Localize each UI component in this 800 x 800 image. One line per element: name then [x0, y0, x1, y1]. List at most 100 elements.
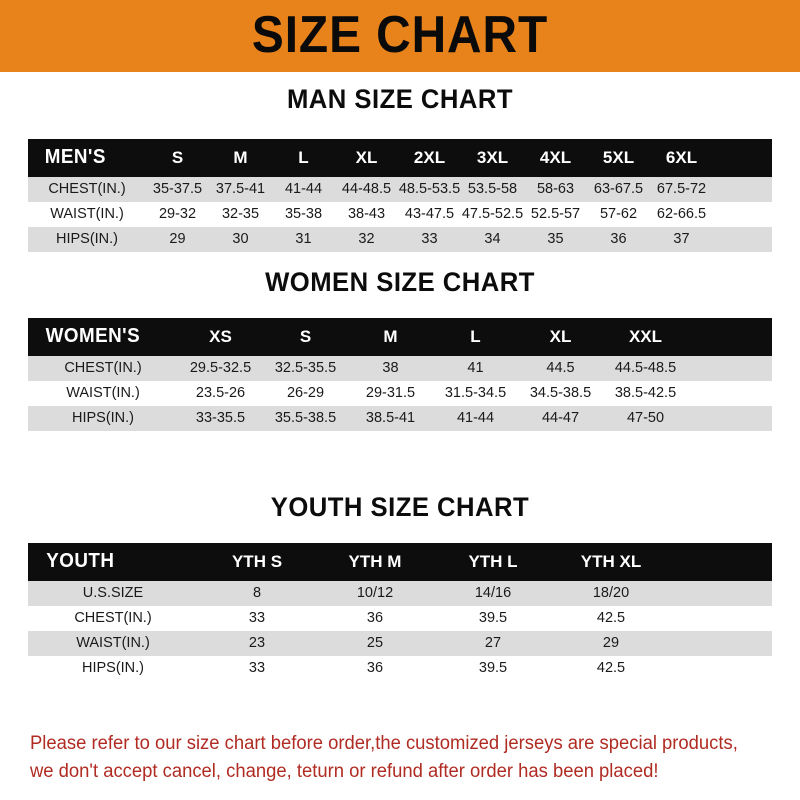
women-row-filler [688, 381, 772, 406]
men-column-header-1: S [171, 147, 184, 167]
women-column-header-4: L [470, 326, 481, 346]
youth-column-header-3: YTH L [468, 551, 518, 571]
men-column-header-8: 5XL [602, 147, 635, 167]
men-row-label-2: WAIST(IN.) [50, 206, 124, 222]
page-title: SIZE CHART [251, 6, 549, 64]
men-column-header-2: M [233, 147, 248, 167]
men-column-header-5: 2XL [413, 147, 446, 167]
youth-cell-r1-c2: 10/12 [356, 585, 394, 601]
youth-cell-r3-c4: 29 [602, 635, 620, 651]
table-row: CHEST(IN.) 35-37.5 37.5-41 41-44 44-48.5 48.5… [28, 177, 772, 202]
men-corner-label: MEN'S [44, 146, 106, 168]
table-row: WAIST(IN.) 29-32 32-35 35-38 38-43 43-47.5 47.… [28, 202, 772, 227]
table-row: WAIST(IN.) 23 25 27 29 [28, 631, 772, 656]
women-cell-r1-c2: 32.5-35.5 [274, 360, 337, 376]
men-cell-r2-c2: 32-35 [221, 206, 260, 222]
women-cell-r1-c1: 29.5-32.5 [189, 360, 252, 376]
table-row: CHEST(IN.) 33 36 39.5 42.5 [28, 606, 772, 631]
women-table-body: CHEST(IN.) 29.5-32.5 32.5-35.5 38 41 44.5 44.5… [28, 356, 772, 431]
men-header-row: MEN'S S M L XL 2XL 3XL 4XL 5XL 6XL [28, 139, 772, 177]
youth-table-body: U.S.SIZE 8 10/12 14/16 18/20 CHEST(IN.) 33 36 39… [28, 581, 772, 681]
youth-header-filler [670, 543, 772, 581]
women-cell-r1-c3: 38 [382, 360, 399, 376]
table-row: HIPS(IN.) 29 30 31 32 33 34 35 36 37 [28, 227, 772, 252]
women-cell-r2-c1: 23.5-26 [195, 385, 246, 401]
men-header-filler [713, 139, 772, 177]
men-column-header-4: XL [355, 147, 378, 167]
youth-row-label-2: CHEST(IN.) [74, 610, 152, 626]
women-size-table: WOMEN'S XS S M L XL XXL CHEST(IN.) 29.5-32.5 32.… [28, 318, 772, 431]
youth-cell-r1-c1: 8 [252, 585, 262, 601]
men-cell-r3-c6: 34 [484, 231, 501, 247]
table-row: CHEST(IN.) 29.5-32.5 32.5-35.5 38 41 44.5 44.5… [28, 356, 772, 381]
women-cell-r2-c5: 34.5-38.5 [529, 385, 592, 401]
table-row: HIPS(IN.) 33-35.5 35.5-38.5 38.5-41 41-44 44-… [28, 406, 772, 431]
men-table-body: CHEST(IN.) 35-37.5 37.5-41 41-44 44-48.5 48.5… [28, 177, 772, 252]
youth-column-header-1: YTH S [231, 551, 283, 571]
header-banner: SIZE CHART [0, 0, 800, 72]
disclaimer-text: Please refer to our size chart before or… [30, 730, 756, 786]
youth-row-label-3: WAIST(IN.) [76, 635, 150, 651]
women-row-filler [688, 356, 772, 381]
men-column-header-3: L [298, 147, 309, 167]
men-row-filler [713, 177, 772, 202]
section-title-youth: YOUTH SIZE CHART [270, 492, 530, 522]
women-table-head: WOMEN'S XS S M L XL XXL [28, 318, 772, 356]
youth-row-filler [670, 631, 772, 656]
youth-table-head: YOUTH YTH S YTH M YTH L YTH XL [28, 543, 772, 581]
men-cell-r1-c2: 37.5-41 [215, 181, 266, 197]
men-column-header-9: 6XL [665, 147, 698, 167]
women-column-header-2: S [299, 326, 312, 346]
youth-column-header-2: YTH M [348, 551, 402, 571]
women-cell-r3-c2: 35.5-38.5 [274, 410, 337, 426]
youth-cell-r2-c2: 36 [366, 610, 384, 626]
men-cell-r3-c1: 29 [169, 231, 186, 247]
youth-row-filler [670, 606, 772, 631]
men-cell-r1-c1: 35-37.5 [152, 181, 203, 197]
women-row-filler [688, 406, 772, 431]
men-cell-r3-c5: 33 [421, 231, 438, 247]
youth-cell-r2-c4: 42.5 [596, 610, 626, 626]
youth-cell-r4-c3: 39.5 [478, 660, 508, 676]
disclaimer-line-1: Please refer to our size chart before or… [30, 733, 738, 754]
disclaimer-line-2: we don't accept cancel, change, teturn o… [30, 761, 659, 782]
men-cell-r2-c5: 43-47.5 [404, 206, 455, 222]
table-row: HIPS(IN.) 33 36 39.5 42.5 [28, 656, 772, 681]
youth-row-label-1: U.S.SIZE [82, 585, 144, 601]
women-cell-r3-c1: 33-35.5 [195, 410, 246, 426]
women-cell-r3-c6: 47-50 [626, 410, 665, 426]
men-table-head: MEN'S S M L XL 2XL 3XL 4XL 5XL 6XL [28, 139, 772, 177]
men-cell-r1-c4: 44-48.5 [341, 181, 392, 197]
men-row-label-3: HIPS(IN.) [55, 231, 119, 247]
youth-cell-r1-c3: 14/16 [474, 585, 512, 601]
youth-cell-r4-c4: 42.5 [596, 660, 626, 676]
men-cell-r3-c9: 37 [673, 231, 690, 247]
women-header-filler [688, 318, 772, 356]
youth-cell-r3-c2: 25 [366, 635, 384, 651]
women-header-row: WOMEN'S XS S M L XL XXL [28, 318, 772, 356]
men-cell-r2-c7: 52.5-57 [530, 206, 581, 222]
men-cell-r3-c2: 30 [232, 231, 249, 247]
table-row: WAIST(IN.) 23.5-26 26-29 29-31.5 31.5-34.5 34… [28, 381, 772, 406]
women-cell-r3-c3: 38.5-41 [365, 410, 416, 426]
men-cell-r3-c3: 31 [295, 231, 312, 247]
men-cell-r2-c6: 47.5-52.5 [461, 206, 524, 222]
men-cell-r1-c3: 41-44 [284, 181, 323, 197]
men-row-filler [713, 202, 772, 227]
men-cell-r1-c8: 63-67.5 [593, 181, 644, 197]
women-cell-r2-c6: 38.5-42.5 [614, 385, 677, 401]
women-column-header-1: XS [209, 326, 232, 346]
men-cell-r1-c6: 53.5-58 [467, 181, 518, 197]
women-column-header-6: XXL [628, 326, 663, 346]
table-row: U.S.SIZE 8 10/12 14/16 18/20 [28, 581, 772, 606]
women-cell-r2-c2: 26-29 [286, 385, 325, 401]
youth-cell-r1-c4: 18/20 [592, 585, 630, 601]
youth-cell-r2-c1: 33 [248, 610, 266, 626]
youth-cell-r4-c2: 36 [366, 660, 384, 676]
women-cell-r1-c5: 44.5 [546, 360, 575, 376]
youth-row-label-4: HIPS(IN.) [81, 660, 145, 676]
women-cell-r3-c4: 41-44 [456, 410, 495, 426]
women-column-header-3: M [383, 326, 398, 346]
men-cell-r1-c5: 48.5-53.5 [398, 181, 461, 197]
women-cell-r2-c4: 31.5-34.5 [444, 385, 507, 401]
